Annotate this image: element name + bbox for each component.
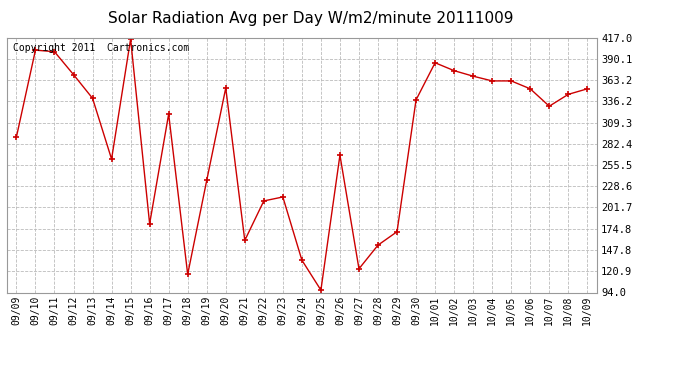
Text: Copyright 2011  Cartronics.com: Copyright 2011 Cartronics.com (13, 43, 189, 52)
Text: Solar Radiation Avg per Day W/m2/minute 20111009: Solar Radiation Avg per Day W/m2/minute … (108, 11, 513, 26)
